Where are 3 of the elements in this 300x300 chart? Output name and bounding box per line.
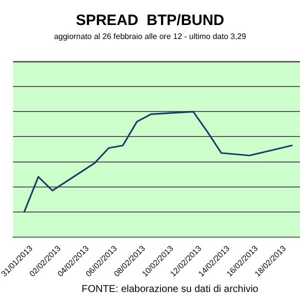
source-note: FONTE: elaborazione su dati di archivio [82, 284, 259, 295]
chart-subtitle: aggiornato al 26 febbraio alle ore 12 - ultimo dato 3,29 [54, 32, 247, 42]
chart-title: SPREAD BTP/BUND [76, 12, 224, 30]
